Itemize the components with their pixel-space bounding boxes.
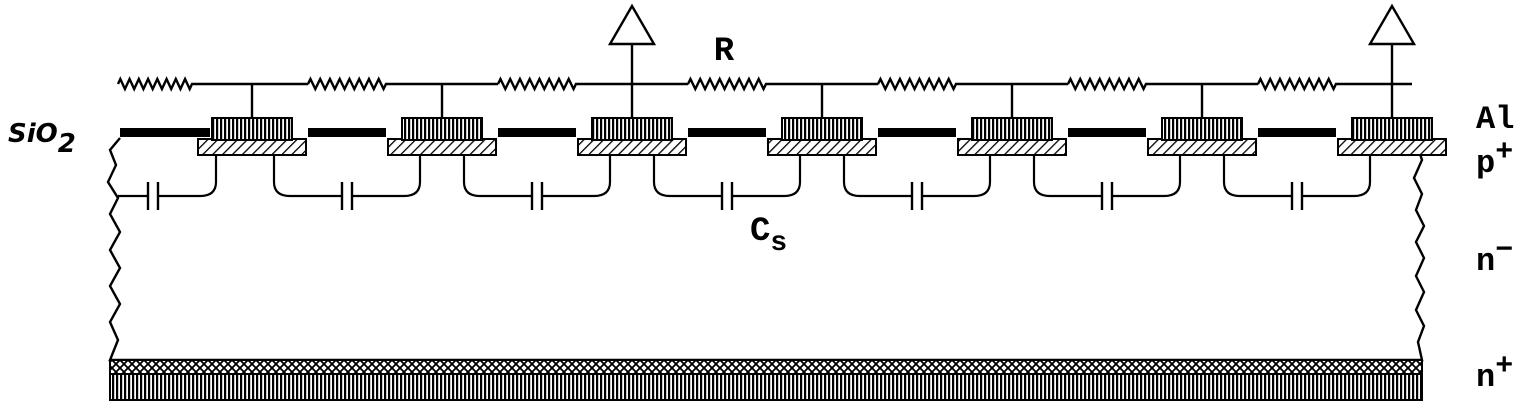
interstrip-capacitor (340, 182, 354, 210)
p-plus-implant (957, 138, 1067, 156)
aluminium-strip (1161, 117, 1243, 141)
bias-resistor-chain (116, 76, 1412, 92)
oxide-segment (120, 128, 210, 137)
backside-metal-contact (109, 373, 1423, 401)
oxide-label: SiO2 (8, 119, 76, 159)
n-minus-label-main: n (1476, 243, 1495, 280)
n-plus-label-sup: + (1495, 350, 1513, 384)
capacitor-label-main: C (750, 213, 770, 251)
n-minus-label: n− (1476, 234, 1513, 280)
n-plus-label-main: n (1476, 359, 1495, 396)
amplifier-icon (607, 3, 657, 46)
capacitor-wire (462, 155, 612, 198)
p-plus-label-main: p (1476, 145, 1495, 182)
interstrip-capacitor (146, 182, 160, 210)
strip-array (120, 3, 1447, 156)
interstrip-capacitor-array (118, 155, 1372, 210)
capacitor-label-sub: s (770, 228, 787, 259)
capacitor-wire (842, 155, 992, 198)
capacitor-label: Cs (750, 213, 787, 259)
p-plus-implant (767, 138, 877, 156)
oxide-label-main: SiO (8, 119, 58, 149)
interstrip-capacitor (1290, 182, 1304, 210)
capacitor-wire (272, 155, 422, 198)
aluminium-strip (211, 117, 293, 141)
oxide-segment (1258, 128, 1336, 137)
capacitor-wire (118, 155, 218, 198)
aluminium-strip (401, 117, 483, 141)
p-plus-label-sup: + (1495, 136, 1513, 170)
oxide-segment (498, 128, 576, 137)
interstrip-capacitor (1100, 182, 1114, 210)
p-plus-implant (387, 138, 497, 156)
aluminium-strip (781, 117, 863, 141)
p-plus-label: p+ (1476, 136, 1513, 182)
interstrip-capacitor (910, 182, 924, 210)
p-plus-implant (197, 138, 307, 156)
resistor-label: R (714, 33, 735, 71)
aluminium-strip (1351, 117, 1433, 141)
oxide-segment (688, 128, 766, 137)
capacitor-wire (652, 155, 802, 198)
metal-label: Al (1476, 101, 1514, 138)
oxide-segment (1068, 128, 1146, 137)
bias-line (116, 76, 1412, 92)
n-minus-label-sup: − (1495, 234, 1513, 268)
aluminium-strip (971, 117, 1053, 141)
oxide-segment (308, 128, 386, 137)
p-plus-implant (1147, 138, 1257, 156)
oxide-segment (878, 128, 956, 137)
p-plus-implant (577, 138, 687, 156)
n-plus-label: n+ (1476, 350, 1513, 396)
interstrip-capacitor (720, 182, 734, 210)
amplifier-icon (1367, 3, 1417, 46)
p-plus-implant (1337, 138, 1447, 156)
aluminium-strip (591, 117, 673, 141)
backside-n-plus-layer (109, 359, 1423, 375)
oxide-label-sub: 2 (58, 129, 76, 159)
capacitor-wire (1032, 155, 1182, 198)
interstrip-capacitor (530, 182, 544, 210)
capacitor-wire (1222, 155, 1372, 198)
